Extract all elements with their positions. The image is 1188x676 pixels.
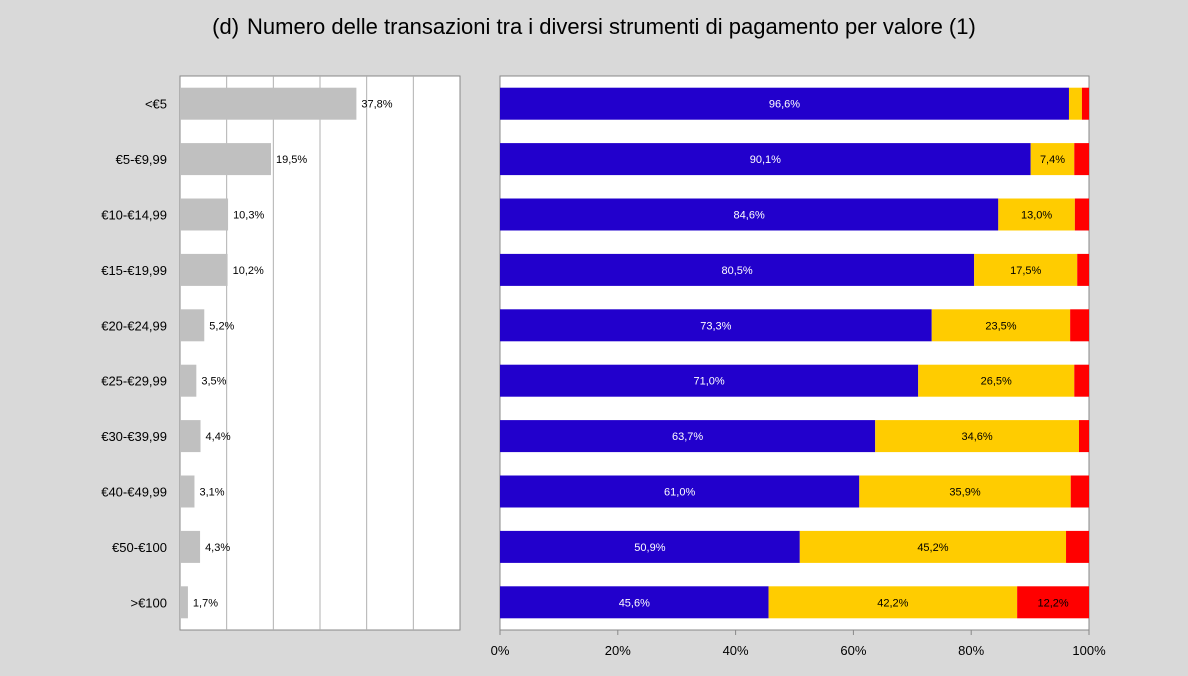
category-label: €40-€49,99 [101, 485, 167, 500]
left-bar [180, 198, 229, 231]
stacked-bar-segment [1066, 530, 1089, 563]
x-tick-label: 0% [491, 643, 510, 658]
category-label: <€5 [145, 97, 167, 112]
segment-label: 84,6% [734, 210, 765, 222]
stacked-bar-segment [931, 309, 1071, 342]
left-bar-label: 3,5% [201, 376, 226, 388]
segment-label: 90,1% [750, 154, 781, 166]
stacked-bar-segment [768, 586, 1018, 619]
segment-label: 12,2% [1037, 597, 1068, 609]
x-tick-label: 100% [1072, 643, 1106, 658]
stacked-bar-segment [1070, 309, 1089, 342]
stacked-bar-segment [1077, 253, 1089, 286]
segment-label: 23,5% [985, 320, 1016, 332]
left-bar-label: 37,8% [361, 99, 392, 111]
left-bar-label: 5,2% [209, 320, 234, 332]
stacked-bar-segment [500, 309, 932, 342]
segment-label: 35,9% [949, 487, 980, 499]
stacked-bar-segment [500, 87, 1069, 120]
left-bar-label: 3,1% [199, 487, 224, 499]
category-label: €15-€19,99 [101, 263, 167, 278]
stacked-bar-segment [500, 420, 876, 453]
segment-label: 26,5% [981, 376, 1012, 388]
stacked-bar-segment [998, 198, 1075, 231]
stacked-bar-segment [1017, 586, 1089, 619]
segment-label: 73,3% [700, 320, 731, 332]
stacked-bar-segment [1074, 143, 1089, 176]
left-bar [180, 253, 228, 286]
segment-label: 50,9% [634, 542, 665, 554]
stacked-bar-segment [974, 253, 1078, 286]
stacked-bar-segment [500, 586, 769, 619]
stacked-bar-segment [500, 253, 975, 286]
stacked-bar-segment [1030, 143, 1075, 176]
left-bar-label: 10,3% [233, 210, 264, 222]
x-tick-label: 80% [958, 643, 984, 658]
segment-label: 45,2% [917, 542, 948, 554]
segment-label: 42,2% [877, 597, 908, 609]
category-label: €30-€39,99 [101, 429, 167, 444]
segment-label: 45,6% [619, 597, 650, 609]
segment-label: 7,4% [1040, 154, 1065, 166]
category-label: €50-€100 [112, 540, 167, 555]
left-bar [180, 309, 205, 342]
category-label: €5-€9,99 [116, 152, 167, 167]
x-tick-label: 20% [605, 643, 631, 658]
left-bar [180, 143, 271, 176]
category-label: €25-€29,99 [101, 374, 167, 389]
segment-label: 61,0% [664, 487, 695, 499]
segment-label: 80,5% [721, 265, 752, 277]
chart-title: (d) Numero delle transazioni tra i divers… [0, 14, 1188, 40]
left-bar [180, 530, 201, 563]
left-bar-label: 1,7% [193, 597, 218, 609]
left-bar [180, 364, 197, 397]
left-bar [180, 475, 195, 508]
segment-label: 96,6% [769, 99, 800, 111]
stacked-bar-segment [1078, 420, 1089, 453]
stacked-bar-segment [859, 475, 1071, 508]
segment-label: 71,0% [693, 376, 724, 388]
x-tick-label: 40% [723, 643, 749, 658]
stacked-bar-segment [1070, 475, 1089, 508]
stacked-bar-segment [1074, 198, 1089, 231]
stacked-bar-segment [500, 475, 860, 508]
stacked-bar-segment [799, 530, 1067, 563]
left-bar [180, 87, 357, 120]
segment-label: 63,7% [672, 431, 703, 443]
stacked-bar-segment [875, 420, 1079, 453]
left-bar [180, 420, 201, 453]
chart-title-text: Numero delle transazioni tra i diversi s… [247, 14, 976, 39]
stacked-bar-segment [500, 143, 1031, 176]
segment-label: 17,5% [1010, 265, 1041, 277]
category-label: €10-€14,99 [101, 208, 167, 223]
stacked-bar-segment [500, 198, 999, 231]
left-bar-label: 4,4% [206, 431, 231, 443]
x-tick-label: 60% [840, 643, 866, 658]
left-bar-label: 4,3% [205, 542, 230, 554]
segment-label: 13,0% [1021, 210, 1052, 222]
category-label: >€100 [130, 595, 167, 610]
stacked-bar-segment [1081, 87, 1089, 120]
left-bar-label: 10,2% [233, 265, 264, 277]
left-bar-label: 19,5% [276, 154, 307, 166]
segment-label: 34,6% [961, 431, 992, 443]
stacked-bar-segment [1074, 364, 1089, 397]
panel-label: (d) [212, 14, 240, 39]
stacked-bar-segment [918, 364, 1075, 397]
category-label: €20-€24,99 [101, 318, 167, 333]
stacked-bar-segment [500, 530, 800, 563]
stacked-bar-segment [1068, 87, 1082, 120]
left-bar [180, 586, 188, 619]
stacked-bar-segment [500, 364, 919, 397]
